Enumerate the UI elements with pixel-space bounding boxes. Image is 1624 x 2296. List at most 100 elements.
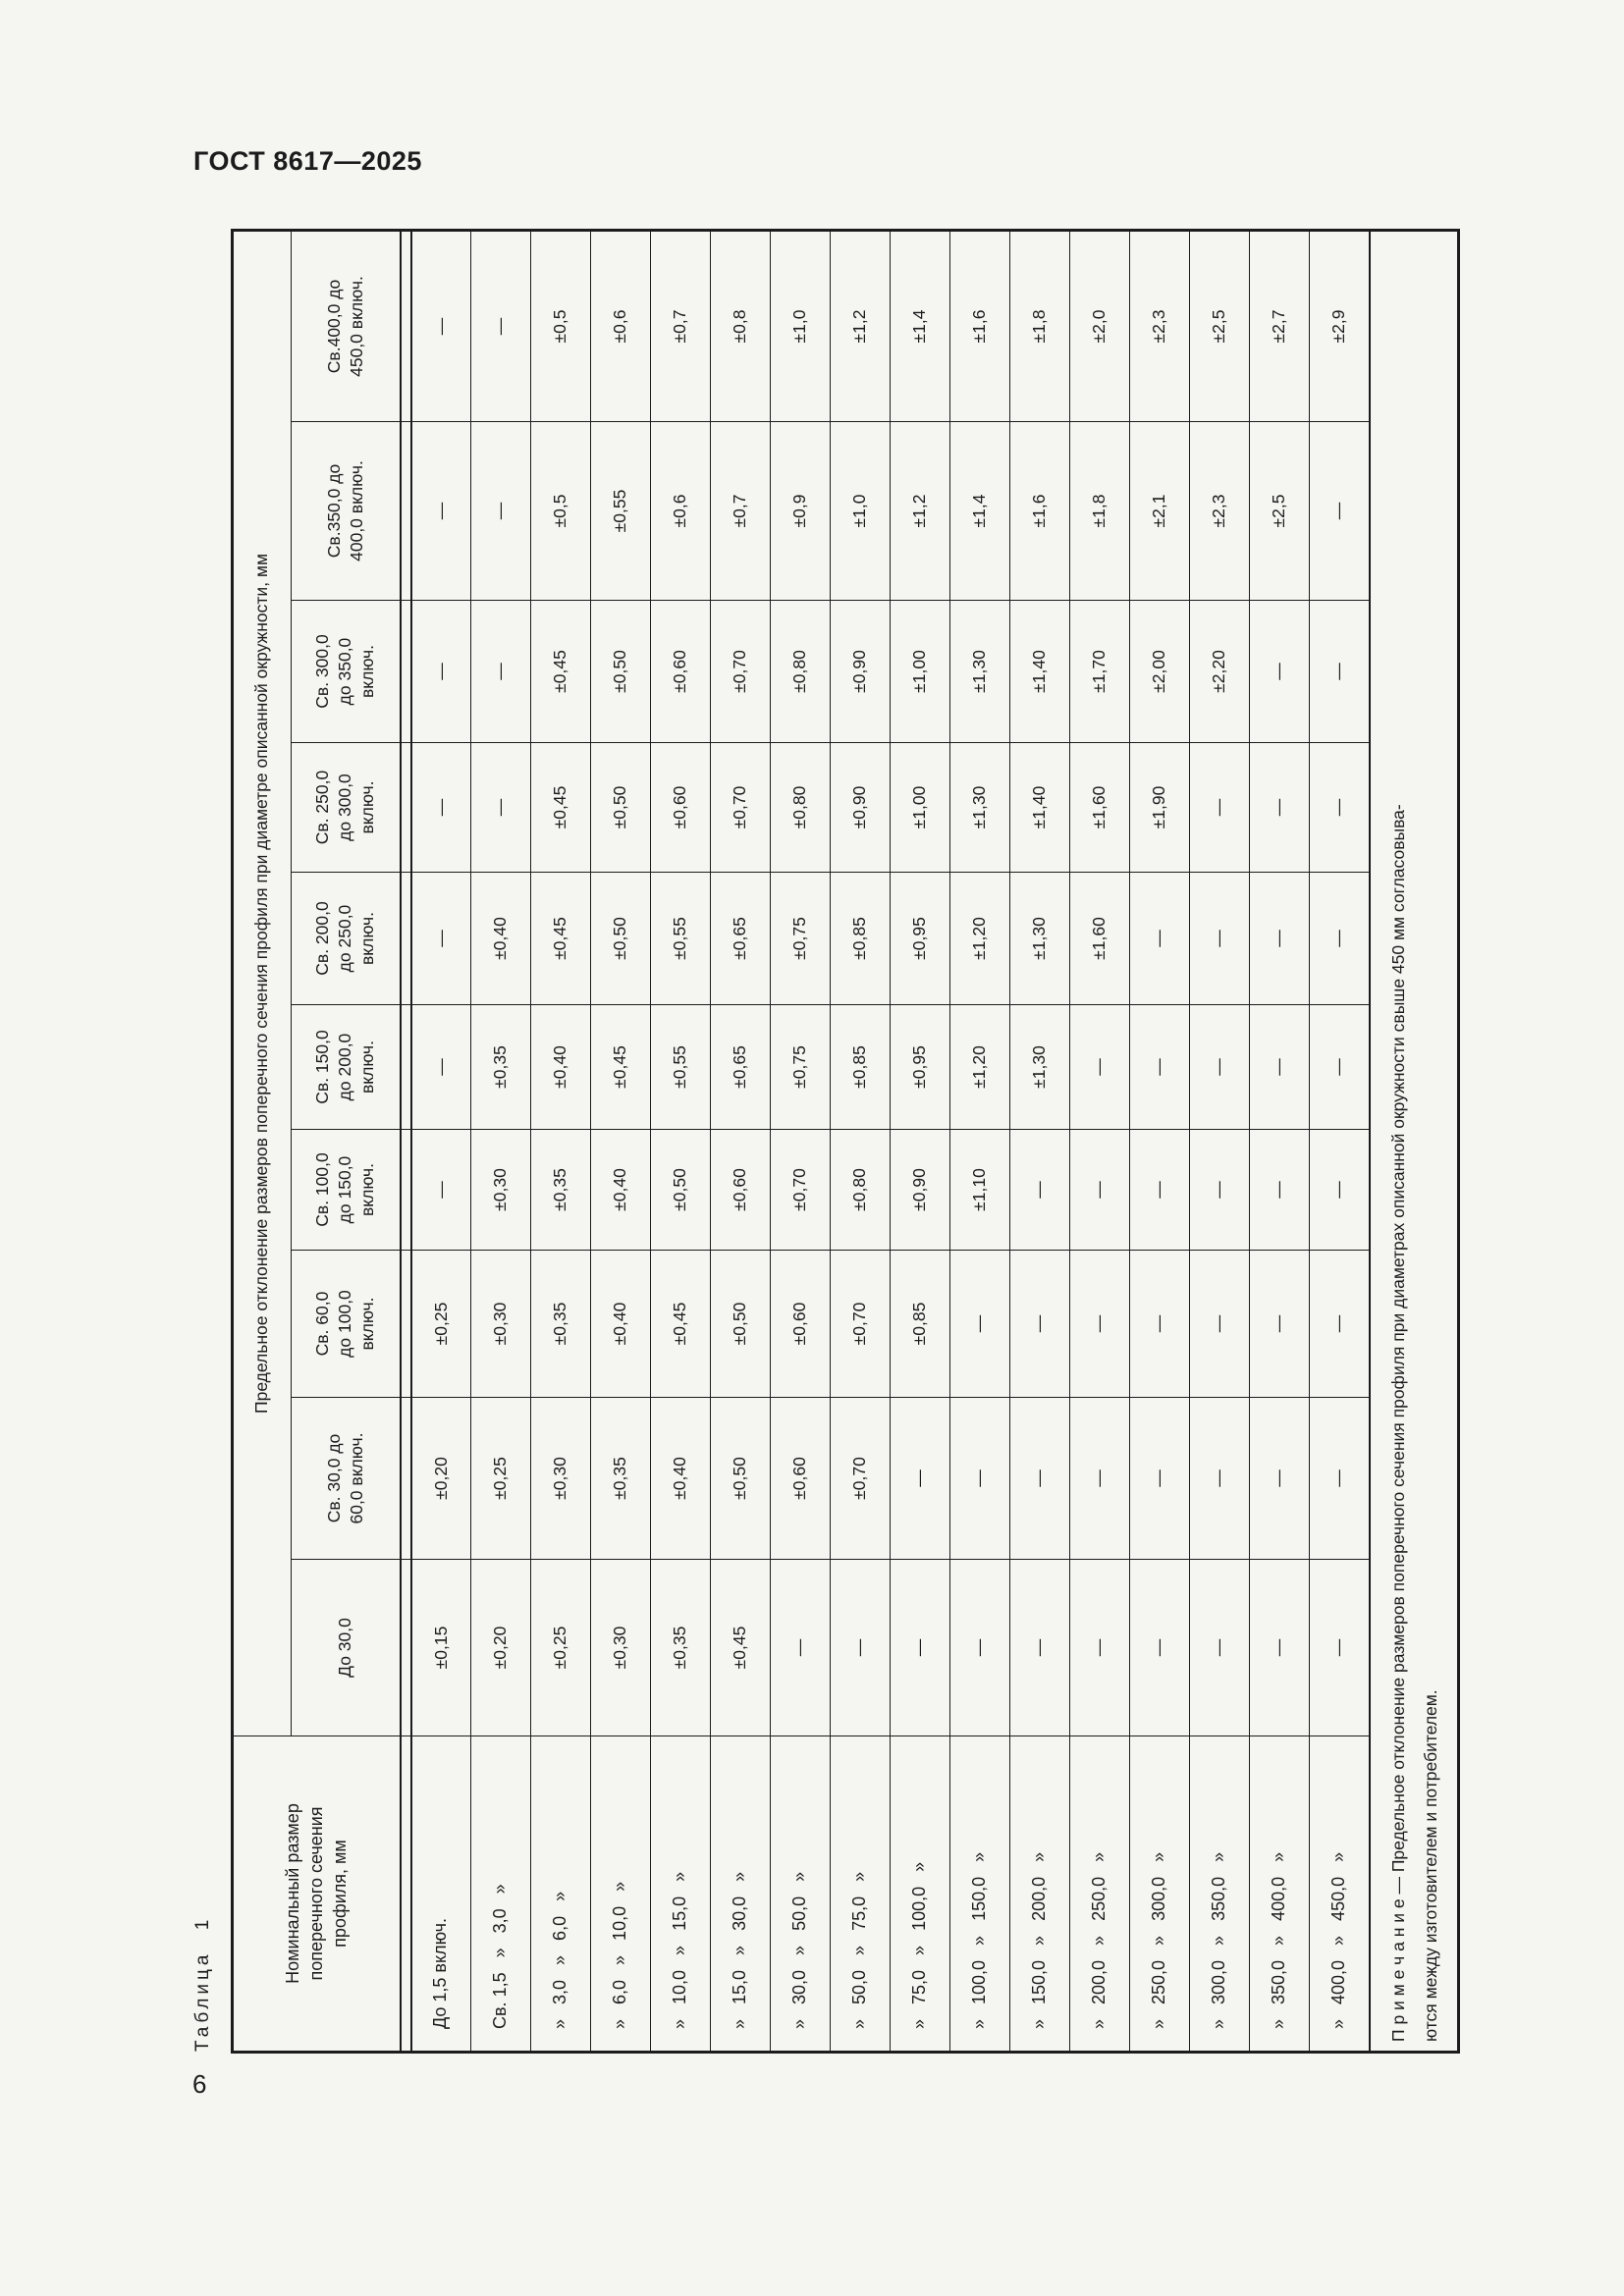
table-row: » 150,0 » 200,0 » — — — — ±1,30 ±1,30 ±1,40 ±1,4… (1009, 230, 1070, 2053)
value-cell: — (949, 1397, 1010, 1560)
value-cell: — (1249, 1397, 1310, 1560)
value-cell: — (410, 1004, 471, 1130)
value-cell: ±0,45 (530, 872, 591, 1005)
value-cell: ±1,40 (1009, 600, 1070, 743)
value-cell: ±0,40 (590, 1250, 651, 1398)
table-row: » 30,0 » 50,0 » — ±0,60 ±0,60 ±0,70 ±0,75 ±0,7… (770, 230, 831, 2053)
value-cell: ±2,00 (1129, 600, 1190, 743)
row-label: » 6,0 » 10,0 » (590, 1735, 651, 2053)
value-cell: ±0,45 (530, 600, 591, 743)
value-cell: — (1189, 1397, 1250, 1560)
value-cell: ±0,35 (590, 1397, 651, 1560)
value-cell: ±0,45 (710, 1559, 771, 1736)
row-label: » 250,0 » 300,0 » (1129, 1735, 1190, 2053)
col-header-2: Св. 60,0 до 100,0 включ. (291, 1250, 401, 1398)
value-cell: ±1,30 (1009, 1004, 1070, 1130)
value-cell: — (1069, 1559, 1130, 1736)
value-cell: ±1,00 (890, 600, 950, 743)
row-label: » 100,0 » 150,0 » (949, 1735, 1010, 2053)
value-cell: ±2,9 (1309, 230, 1370, 422)
header-separator-cell (400, 1559, 411, 1736)
value-cell: — (1009, 1129, 1070, 1251)
value-cell: ±0,7 (650, 230, 711, 422)
table-row: » 100,0 » 150,0 » — — — ±1,10 ±1,20 ±1,20 ±1,30… (949, 230, 1010, 2053)
note-line-1: П р и м е ч а н и е — Предельное отклоне… (1387, 804, 1408, 2042)
value-cell: ±1,60 (1069, 742, 1130, 873)
value-cell: ±0,70 (710, 600, 771, 743)
value-cell: — (1249, 600, 1310, 743)
page-number: 6 (192, 2069, 207, 2099)
value-cell: — (949, 1250, 1010, 1398)
doc-code: ГОСТ 8617—2025 (193, 146, 422, 176)
value-cell: — (1249, 1129, 1310, 1251)
value-cell: ±1,6 (949, 230, 1010, 422)
value-cell: ±0,65 (710, 1004, 771, 1130)
value-cell: — (1189, 1004, 1250, 1130)
value-cell: ±1,10 (949, 1129, 1010, 1251)
value-cell: — (1009, 1250, 1070, 1398)
row-label: » 10,0 » 15,0 » (650, 1735, 711, 2053)
value-cell: — (1309, 1397, 1370, 1560)
value-cell: — (1129, 1397, 1190, 1560)
header-separator-cell (400, 1397, 411, 1560)
value-cell: — (1309, 600, 1370, 743)
value-cell: ±0,70 (770, 1129, 831, 1251)
tolerance-table: Номинальный размер поперечного сечения п… (231, 228, 1460, 2054)
value-cell: ±1,90 (1129, 742, 1190, 873)
value-cell: ±1,2 (890, 421, 950, 601)
header-separator-cell (400, 872, 411, 1005)
value-cell: ±1,4 (949, 421, 1010, 601)
value-cell: ±0,45 (530, 742, 591, 873)
value-cell: — (1249, 872, 1310, 1005)
value-cell: ±0,8 (710, 230, 771, 422)
span-header: Предельное отклонение размеров поперечно… (232, 230, 292, 1736)
value-cell: — (1129, 1250, 1190, 1398)
row-label: До 1,5 включ. (410, 1735, 471, 2053)
value-cell: ±0,85 (830, 872, 891, 1005)
table-row: » 200,0 » 250,0 » — — — — — ±1,60 ±1,60 ±1,70 ±1,… (1069, 230, 1130, 2053)
value-cell: — (1249, 1004, 1310, 1130)
value-cell: — (1189, 1250, 1250, 1398)
value-cell: ±0,5 (530, 421, 591, 601)
value-cell: — (410, 1129, 471, 1251)
value-cell: — (1309, 1129, 1370, 1251)
value-cell: — (1309, 1004, 1370, 1130)
value-cell: — (1309, 1250, 1370, 1398)
value-cell: — (1309, 872, 1370, 1005)
row-label: » 400,0 » 450,0 » (1309, 1735, 1370, 2053)
value-cell: — (1249, 1250, 1310, 1398)
value-cell: ±1,30 (949, 600, 1010, 743)
row-label: » 350,0 » 400,0 » (1249, 1735, 1310, 2053)
value-cell: — (410, 872, 471, 1005)
row-label: » 200,0 » 250,0 » (1069, 1735, 1130, 2053)
value-cell: ±0,35 (530, 1250, 591, 1398)
value-cell: ±0,50 (590, 742, 651, 873)
value-cell: ±0,15 (410, 1559, 471, 1736)
table-row: До 1,5 включ. ±0,15 ±0,20 ±0,25— — — — — — — (410, 230, 471, 2053)
value-cell: — (1189, 872, 1250, 1005)
value-cell: — (470, 230, 531, 422)
value-cell: — (1189, 1129, 1250, 1251)
value-cell: ±2,3 (1189, 421, 1250, 601)
col-header-6: Св. 250,0 до 300,0 включ. (291, 742, 401, 873)
row-label: » 15,0 » 30,0 » (710, 1735, 771, 2053)
table-row: » 350,0 » 400,0 » — — — — — — — — ±2,5 ±2,7 (1249, 230, 1310, 2053)
value-cell: ±0,75 (770, 872, 831, 1005)
col-header-3: Св. 100,0 до 150,0 включ. (291, 1129, 401, 1251)
value-cell: ±0,85 (890, 1250, 950, 1398)
value-cell: ±0,60 (650, 742, 711, 873)
value-cell: ±0,90 (830, 600, 891, 743)
value-cell: ±0,9 (770, 421, 831, 601)
value-cell: ±1,0 (830, 421, 891, 601)
table-note: П р и м е ч а н и е — Предельное отклоне… (1369, 230, 1459, 2053)
value-cell: ±1,6 (1009, 421, 1070, 601)
value-cell: ±2,3 (1129, 230, 1190, 422)
value-cell: — (470, 421, 531, 601)
header-separator-cell (400, 1735, 411, 2053)
value-cell: ±0,55 (590, 421, 651, 601)
value-cell: — (1249, 742, 1310, 873)
value-cell: ±1,2 (830, 230, 891, 422)
value-cell: ±1,0 (770, 230, 831, 422)
value-cell: ±0,80 (830, 1129, 891, 1251)
